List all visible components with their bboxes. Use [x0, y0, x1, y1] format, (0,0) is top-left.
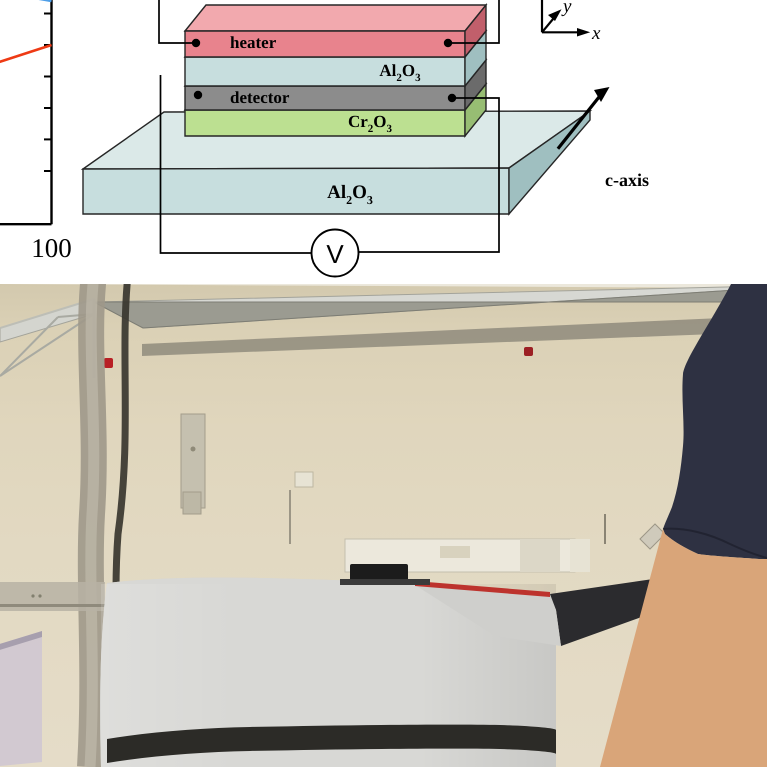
- svg-text:100: 100: [31, 233, 72, 263]
- svg-text:x: x: [591, 23, 601, 44]
- svg-text:c-axis: c-axis: [605, 170, 649, 190]
- svg-text:V: V: [326, 239, 344, 269]
- svg-text:heater: heater: [230, 33, 277, 52]
- svg-text:y: y: [561, 0, 572, 17]
- svg-text:detector: detector: [230, 88, 290, 107]
